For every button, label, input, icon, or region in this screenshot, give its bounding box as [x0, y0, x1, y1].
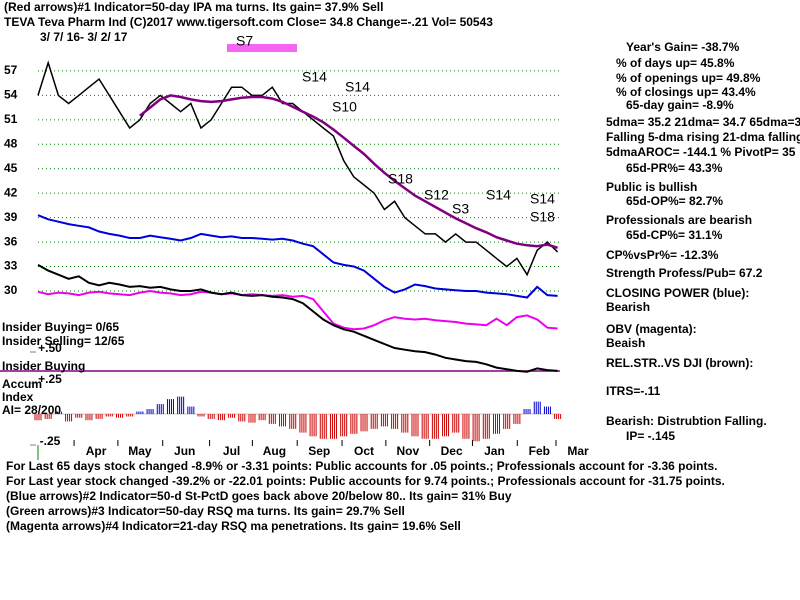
stat-line: Falling 5-dma rising 21-dma falling: [606, 130, 800, 144]
footer-line: (Green arrows)#3 Indicator=50-day RSQ ma…: [6, 504, 405, 518]
stat-line: REL.STR..VS DJI (brown):: [606, 356, 753, 370]
side-label: Insider Buying= 0/65: [2, 320, 119, 334]
series-line: [139, 94, 558, 249]
y-tick-label: 39: [4, 210, 18, 224]
y-tick-label: 33: [4, 259, 18, 273]
x-tick-label: Dec: [441, 444, 463, 458]
stat-line: Beaish: [606, 336, 645, 350]
stat-line: 65d-CP%= 31.1%: [626, 228, 723, 242]
plot-layer: Year's Gain= -38.7%% of days up= 45.8%% …: [2, 33, 800, 533]
annotation: S14: [530, 191, 555, 207]
stat-line: CLOSING POWER (blue):: [606, 286, 749, 300]
series-line: [37, 60, 559, 277]
side-label: Accum: [2, 377, 42, 391]
y-tick-label: 42: [4, 185, 18, 199]
annotation: S3: [452, 201, 469, 217]
annotation: S18: [530, 209, 555, 225]
annotation: S10: [332, 99, 357, 115]
stat-line: Bearish: [606, 300, 650, 314]
x-tick-label: Jul: [223, 444, 240, 458]
annotation: S18: [388, 171, 413, 187]
stat-line: % of openings up= 49.8%: [616, 71, 761, 85]
stat-line: 65-day gain= -8.9%: [626, 98, 734, 112]
x-tick-label: Jan: [484, 444, 505, 458]
stat-line: Strength Profess/Pub= 67.2: [606, 266, 763, 280]
stat-line: 65d-OP%= 82.7%: [626, 194, 723, 208]
x-tick-label: Nov: [397, 444, 420, 458]
x-tick-label: Mar: [567, 444, 589, 458]
stat-line: 5dmaAROC= -144.1 % PivotP= 35: [606, 145, 796, 159]
side-label: Index: [2, 390, 34, 404]
annotation: S12: [424, 187, 449, 203]
footer-line: For Last 65 days stock changed -8.9% or …: [6, 459, 718, 473]
stat-line: Professionals are bearish: [606, 213, 752, 227]
stat-line: 5dma= 35.2 21dma= 34.7 65dma=3: [606, 115, 800, 129]
stat-line: Year's Gain= -38.7%: [626, 40, 740, 54]
annotation: S7: [236, 33, 253, 49]
stat-line: 65d-PR%= 43.3%: [626, 161, 723, 175]
stat-line: % of days up= 45.8%: [616, 56, 735, 70]
header-line: TEVA Teva Pharm Ind (C)2017 www.tigersof…: [4, 15, 493, 29]
side-label: Insider Buying: [2, 359, 85, 373]
footer-line: For Last year stock changed -39.2% or -2…: [6, 474, 725, 488]
stat-line: % of closings up= 43.4%: [616, 85, 756, 99]
y-tick-label: 30: [4, 283, 18, 297]
stat-line: Bearish: Distrubtion Falling.: [606, 414, 767, 428]
x-tick-label: May: [128, 444, 152, 458]
series-line: [37, 214, 558, 299]
x-tick-label: Aug: [263, 444, 286, 458]
x-tick-label: Apr: [86, 444, 107, 458]
annotation: S14: [345, 79, 370, 95]
y-tick-label: 36: [4, 234, 18, 248]
x-tick-label: Sep: [308, 444, 330, 458]
annotation: S14: [302, 69, 327, 85]
arrow-band: [227, 44, 297, 52]
x-tick-label: Feb: [529, 444, 550, 458]
y-tick-label: 54: [4, 88, 18, 102]
y-tick-label: 51: [4, 112, 18, 126]
series-line: [37, 264, 558, 373]
annotation: S14: [486, 187, 511, 203]
series-line: [37, 289, 558, 331]
y-tick-label: +.25: [38, 372, 62, 386]
date-range: 3/ 7/ 16- 3/ 2/ 17: [40, 30, 128, 44]
side-label: AI= 28/200: [2, 403, 61, 417]
y-tick-label: -.25: [40, 434, 61, 448]
y-tick-label: 45: [4, 161, 18, 175]
stat-line: ITRS=-.11: [606, 384, 661, 398]
stat-line: IP= -.145: [626, 429, 675, 443]
y-tick-label: 57: [4, 63, 18, 77]
y-tick-label: +.50: [38, 341, 62, 355]
side-label: Insider Selling= 12/65: [2, 334, 125, 348]
stat-line: Public is bullish: [606, 180, 697, 194]
x-tick-label: Oct: [354, 444, 374, 458]
header-line: (Red arrows)#1 Indicator=50-day IPA ma t…: [4, 0, 383, 14]
y-tick-label: 48: [4, 136, 18, 150]
stat-line: OBV (magenta):: [606, 322, 697, 336]
footer-line: (Blue arrows)#2 Indicator=50-d St-PctD g…: [6, 489, 512, 503]
footer-line: (Magenta arrows)#4 Indicator=21-day RSQ …: [6, 519, 461, 533]
stat-line: CP%vsPr%= -12.3%: [606, 248, 719, 262]
x-tick-label: Jun: [174, 444, 195, 458]
